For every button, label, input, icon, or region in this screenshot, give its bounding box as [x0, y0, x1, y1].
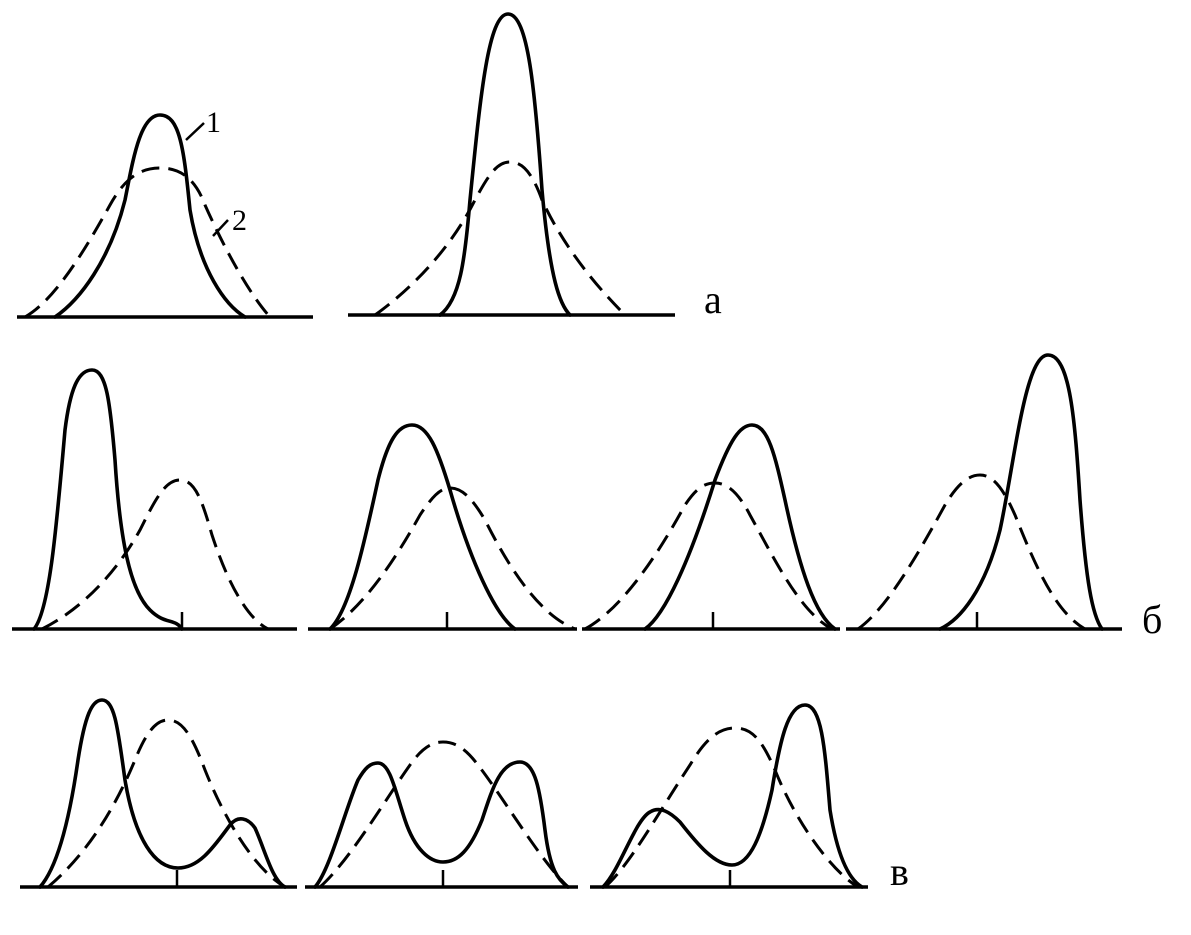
- label-2-leader: [212, 219, 229, 237]
- row-b-panel-2: [308, 423, 577, 631]
- row-label-a: а: [704, 277, 722, 322]
- curve-1-label: 1: [206, 106, 221, 139]
- curve-1-solid: [328, 423, 517, 631]
- curve-1-solid: [32, 368, 184, 631]
- row-a-panel-1: 1 2: [17, 106, 313, 319]
- curve-1-solid: [53, 113, 247, 319]
- row-b-panel-1: [12, 368, 297, 631]
- row-c-panel-2: [305, 740, 578, 889]
- curve-1-solid: [313, 760, 570, 889]
- curve-2-dashed: [24, 166, 272, 319]
- row-b-panel-3: [582, 423, 840, 631]
- curve-2-dashed: [318, 740, 570, 889]
- label-1-leader: [185, 122, 205, 141]
- row-c-panel-3: [590, 703, 868, 889]
- row-label-c: в: [890, 849, 909, 894]
- curve-1-solid: [38, 698, 287, 889]
- curve-2-dashed: [47, 718, 286, 889]
- curve-1-solid: [438, 12, 572, 317]
- curve-2-dashed: [604, 726, 859, 889]
- curve-1-solid: [938, 353, 1104, 631]
- curve-2-dashed: [374, 160, 627, 317]
- row-b-panel-4: [846, 353, 1122, 631]
- curve-1-solid: [643, 423, 837, 631]
- curve-2-dashed: [41, 478, 269, 631]
- curve-2-dashed: [857, 473, 1086, 631]
- row-a-panel-2: [348, 12, 675, 317]
- curve-2-dashed: [329, 486, 576, 631]
- curve-1-solid: [601, 703, 864, 889]
- curve-2-label: 2: [232, 204, 247, 237]
- row-label-b: б: [1142, 597, 1162, 642]
- row-c-panel-1: [20, 698, 297, 889]
